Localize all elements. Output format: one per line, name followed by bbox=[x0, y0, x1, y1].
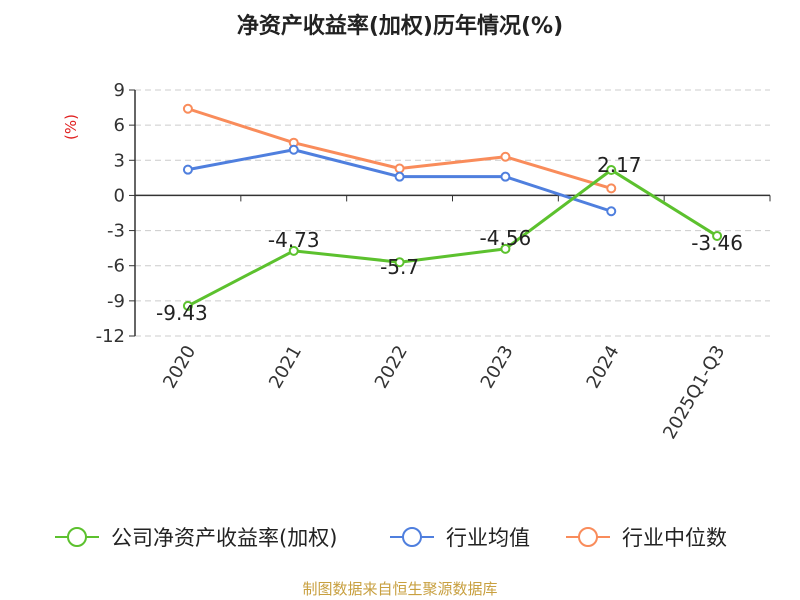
data-point bbox=[182, 103, 193, 114]
data-point bbox=[182, 300, 193, 311]
source-text: 制图数据来自恒生聚源数据库 bbox=[302, 580, 497, 598]
x-tick-label: 2024 bbox=[582, 342, 623, 392]
y-tick-label: 0 bbox=[114, 185, 125, 206]
x-tick-label: 2025Q1-Q3 bbox=[659, 342, 729, 443]
y-tick-label: -6 bbox=[107, 256, 125, 277]
data-point bbox=[606, 183, 617, 194]
legend-label: 行业均值 bbox=[446, 526, 530, 550]
series-group bbox=[182, 103, 723, 311]
data-point bbox=[182, 164, 193, 175]
gridlines bbox=[135, 89, 770, 337]
y-tick-label: -9 bbox=[107, 291, 125, 312]
data-label: -4.56 bbox=[480, 226, 532, 250]
data-point bbox=[288, 245, 299, 256]
data-label: 2.17 bbox=[597, 153, 642, 177]
legend-label: 公司净资产收益率(加权) bbox=[111, 526, 337, 550]
data-label: -3.46 bbox=[691, 231, 743, 255]
x-tick-label: 2020 bbox=[159, 342, 200, 392]
data-point bbox=[288, 144, 299, 155]
axes: 9 6 3 0 -3 -6 -9 -12 2020 2021 2022 2023 2024 2025Q1-… bbox=[96, 80, 771, 443]
series-line bbox=[187, 168, 718, 308]
legend-marker bbox=[402, 527, 422, 547]
legend-marker bbox=[578, 527, 598, 547]
y-tick-label: 9 bbox=[114, 80, 125, 101]
y-tick-label: -12 bbox=[96, 326, 125, 347]
data-point bbox=[394, 163, 405, 174]
data-label: -9.43 bbox=[156, 301, 208, 325]
data-point bbox=[500, 151, 511, 162]
x-tick-label: 2022 bbox=[371, 342, 412, 392]
y-tick-label: 6 bbox=[114, 115, 125, 136]
data-label: -5.7 bbox=[380, 255, 419, 279]
legend-marker bbox=[67, 527, 87, 547]
y-tick-label: 3 bbox=[114, 150, 125, 171]
data-point bbox=[606, 165, 617, 176]
data-labels: -9.43 -4.73 -5.7 -4.56 2.17 -3.46 bbox=[156, 153, 743, 325]
x-tick-label: 2021 bbox=[265, 342, 306, 392]
chart-title: 净资产收益率(加权)历年情况(%) bbox=[237, 13, 563, 39]
legend-label: 行业中位数 bbox=[622, 526, 727, 550]
y-tick-label: -3 bbox=[107, 221, 125, 242]
data-label: -4.73 bbox=[268, 228, 320, 252]
data-point bbox=[500, 171, 511, 182]
y-axis-label: (%) bbox=[62, 114, 80, 140]
data-point bbox=[394, 171, 405, 182]
data-point bbox=[500, 243, 511, 254]
data-point bbox=[712, 230, 723, 241]
data-point bbox=[606, 206, 617, 217]
legend[interactable]: 公司净资产收益率(加权) 行业均值 行业中位数 bbox=[55, 526, 727, 550]
x-tick-label: 2023 bbox=[477, 342, 518, 392]
data-point bbox=[394, 257, 405, 268]
